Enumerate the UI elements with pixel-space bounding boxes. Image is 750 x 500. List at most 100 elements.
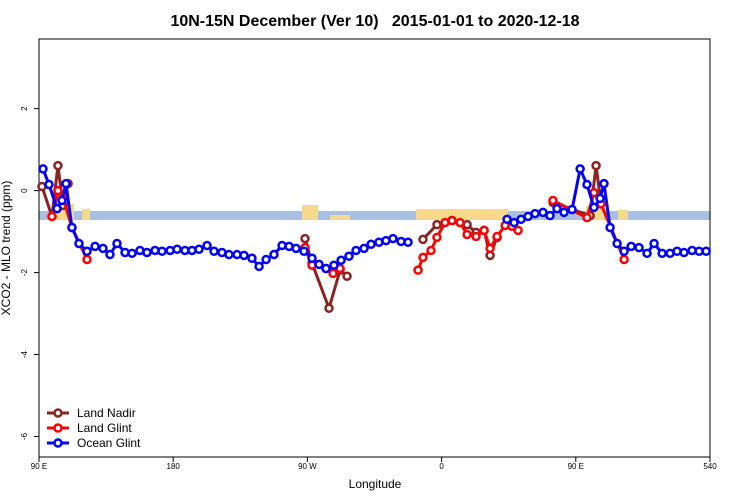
point	[509, 217, 519, 228]
point	[329, 260, 339, 270]
point	[530, 208, 540, 219]
point	[314, 259, 324, 270]
legend-swatch-point	[53, 438, 63, 448]
legend-label: Land Glint	[77, 421, 132, 435]
point	[359, 243, 369, 254]
point	[90, 241, 100, 252]
point	[492, 231, 502, 242]
series	[38, 163, 711, 274]
point	[538, 207, 548, 218]
point	[127, 248, 137, 259]
point	[300, 233, 310, 244]
series	[37, 160, 606, 313]
point	[157, 246, 167, 257]
x-tick-label: 90 E	[568, 462, 584, 471]
point	[418, 252, 428, 263]
point	[82, 246, 92, 257]
point	[548, 195, 558, 206]
point	[344, 251, 354, 261]
point	[612, 238, 622, 249]
point	[485, 243, 495, 254]
x-tick-label: 540	[703, 462, 717, 471]
y-tick-label: -2	[20, 268, 29, 276]
y-tick-label: 0	[20, 188, 29, 193]
land-patch	[82, 209, 90, 220]
chart-title: 10N-15N December (Ver 10) 2015-01-01 to …	[170, 13, 579, 30]
point	[619, 246, 629, 257]
land-patch	[618, 210, 628, 220]
land-patch	[416, 209, 508, 220]
point	[224, 249, 234, 260]
point	[418, 234, 428, 245]
point	[105, 249, 115, 260]
point	[67, 222, 77, 233]
point	[209, 246, 219, 257]
point	[589, 202, 599, 213]
legend-swatch-point	[53, 408, 63, 418]
point	[513, 225, 523, 236]
series-line	[40, 165, 603, 313]
land-patch	[302, 205, 318, 220]
point	[432, 232, 442, 243]
point	[575, 164, 585, 174]
point	[98, 243, 108, 254]
point	[321, 263, 331, 274]
point	[626, 241, 636, 252]
point	[388, 233, 398, 244]
point	[545, 210, 555, 221]
point	[567, 204, 577, 215]
point	[462, 229, 472, 240]
point	[239, 250, 249, 261]
x-axis-label: Longitude	[349, 477, 402, 491]
point	[324, 303, 334, 313]
point	[52, 203, 62, 214]
point	[591, 160, 601, 171]
point	[291, 243, 301, 254]
point	[559, 207, 569, 218]
point	[599, 178, 609, 189]
point	[605, 222, 615, 233]
point	[53, 160, 63, 171]
point	[202, 240, 212, 251]
point	[455, 217, 465, 228]
land-patch	[330, 215, 350, 220]
point	[649, 238, 659, 249]
point	[426, 245, 436, 256]
point	[642, 248, 652, 259]
point	[413, 265, 423, 275]
point	[299, 246, 309, 257]
point	[254, 261, 264, 272]
y-tick-label: -4	[20, 350, 29, 358]
legend-swatch-point	[53, 423, 63, 433]
point	[351, 245, 361, 256]
point	[502, 214, 512, 225]
point	[142, 247, 152, 258]
point	[366, 239, 376, 250]
point	[38, 164, 48, 174]
y-axis-label: XCO2 - MLO trend (ppm)	[0, 181, 13, 316]
point	[74, 238, 84, 249]
point	[479, 225, 489, 236]
legend-label: Ocean Glint	[77, 436, 141, 450]
legend-label: Land Nadir	[77, 406, 136, 420]
point	[112, 238, 122, 249]
point	[172, 244, 182, 254]
x-tick-label: 0	[439, 462, 444, 471]
ocean-band	[39, 211, 710, 220]
x-tick-label: 90 W	[298, 462, 317, 471]
plot-frame	[38, 38, 711, 458]
x-tick-label: 90 E	[31, 462, 47, 471]
point	[194, 244, 204, 254]
point	[403, 237, 413, 248]
point	[61, 178, 71, 189]
point	[595, 193, 605, 204]
point	[342, 271, 352, 282]
point	[701, 246, 711, 257]
point	[307, 253, 317, 263]
point	[269, 249, 279, 260]
point	[447, 215, 457, 226]
point	[44, 179, 54, 190]
point	[552, 203, 562, 214]
